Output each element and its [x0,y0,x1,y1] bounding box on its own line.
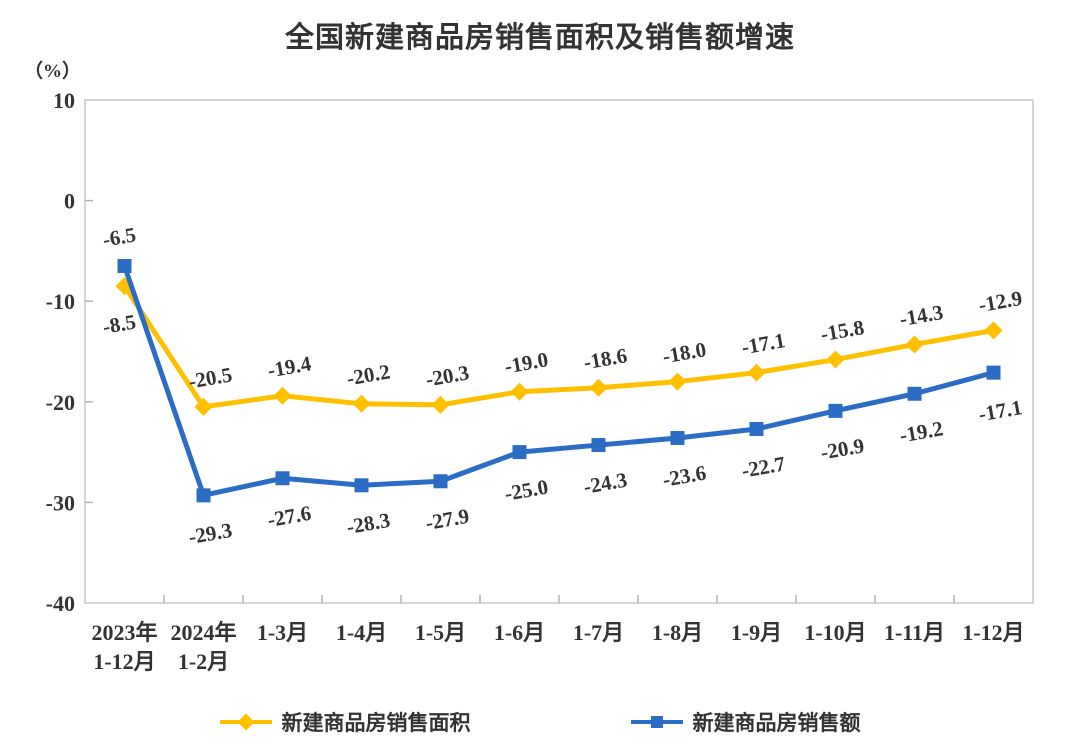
data-label: -18.6 [582,343,629,374]
series-line-0 [122,284,994,410]
data-label: -17.1 [740,328,787,359]
y-axis-tick-label: 10 [53,88,75,113]
data-label: -17.1 [977,395,1024,426]
x-axis-tick-label: 1-4月 [336,620,387,645]
data-label: -20.5 [187,362,234,393]
chart-legend: 新建商品房销售面积 新建商品房销售额 [0,707,1080,737]
square-marker-icon [670,431,685,446]
x-axis-tick-label: 1-12月 [962,620,1024,645]
diamond-marker-icon [352,394,371,413]
y-axis-tick-label: -30 [46,490,75,515]
diamond-marker-icon [273,386,292,405]
x-axis-tick-label: 1-11月 [884,620,945,645]
data-label: -28.3 [345,508,392,539]
data-label: -24.3 [582,468,629,499]
chart-title: 全国新建商品房销售面积及销售额增速 [284,22,795,54]
y-axis-tick-label: -20 [46,390,75,415]
y-axis-tick-label: 0 [64,189,75,214]
square-marker-icon [828,403,843,418]
data-label: -12.9 [977,286,1024,317]
data-label: -6.5 [101,222,138,251]
diamond-marker-icon [668,372,687,391]
diamond-marker-icon [237,713,254,731]
data-label: -23.6 [661,461,708,492]
y-axis-tick-label: -10 [46,289,75,314]
legend-item-sales-amount: 新建商品房销售额 [630,707,861,737]
square-marker-icon [117,258,132,273]
legend-label-sales-amount: 新建商品房销售额 [692,711,861,735]
diamond-marker-icon [194,397,213,416]
legend-line-diamond-icon [219,713,272,731]
data-label: -29.3 [187,518,234,549]
legend-label-sales-area: 新建商品房销售面积 [281,711,471,735]
data-label: -27.9 [424,504,471,535]
x-axis-tick-label: 1-6月 [494,620,545,645]
square-marker-icon [650,716,663,728]
x-axis-tick-label: 1-9月 [731,620,782,645]
x-axis-tick-label: 2023年 [91,620,157,645]
diamond-marker-icon [431,395,450,414]
data-label: -19.2 [898,416,945,447]
square-marker-icon [986,365,1001,380]
legend-item-sales-area: 新建商品房销售面积 [219,707,471,737]
data-label: -19.0 [503,347,550,378]
square-marker-icon [354,478,369,493]
x-axis-tick-label: 1-3月 [257,620,308,645]
diamond-marker-icon [905,335,924,354]
data-label: -25.0 [503,475,550,506]
diamond-marker-icon [747,363,766,382]
data-label: -20.9 [819,433,866,464]
data-label: -22.7 [740,451,787,482]
x-axis-tick-label: 2024年 [170,620,236,645]
legend-line-square-icon [630,714,683,730]
x-axis-tick-label: 1-2月 [178,649,229,674]
x-axis-tick-label: 1-7月 [573,620,624,645]
diamond-marker-icon [984,321,1003,340]
data-label: -19.4 [266,351,314,382]
data-label: -18.0 [661,337,708,368]
x-axis-tick-label: 1-8月 [652,620,703,645]
diamond-marker-icon [510,382,529,401]
x-axis-tick-label: 1-10月 [804,620,866,645]
x-axis-tick-label: 1-5月 [415,620,466,645]
diamond-marker-icon [826,350,845,369]
square-marker-icon [907,386,922,401]
series-line-1 [122,265,995,498]
square-marker-icon [275,471,290,486]
diamond-marker-icon [589,378,608,397]
data-label: -27.6 [266,501,313,532]
data-label: -20.3 [424,360,471,391]
square-marker-icon [433,474,448,489]
data-label: -8.5 [101,310,138,339]
data-label: -15.8 [819,315,866,346]
y-axis-tick-label: -40 [46,591,75,616]
x-axis-tick-label: 1-12月 [93,649,155,674]
y-axis-unit-label: （%） [24,61,82,82]
square-marker-icon [512,445,527,460]
square-marker-icon [196,488,211,503]
data-label: -14.3 [898,300,945,331]
square-marker-icon [591,438,606,453]
square-marker-icon [749,421,764,436]
data-label: -20.2 [345,359,392,390]
